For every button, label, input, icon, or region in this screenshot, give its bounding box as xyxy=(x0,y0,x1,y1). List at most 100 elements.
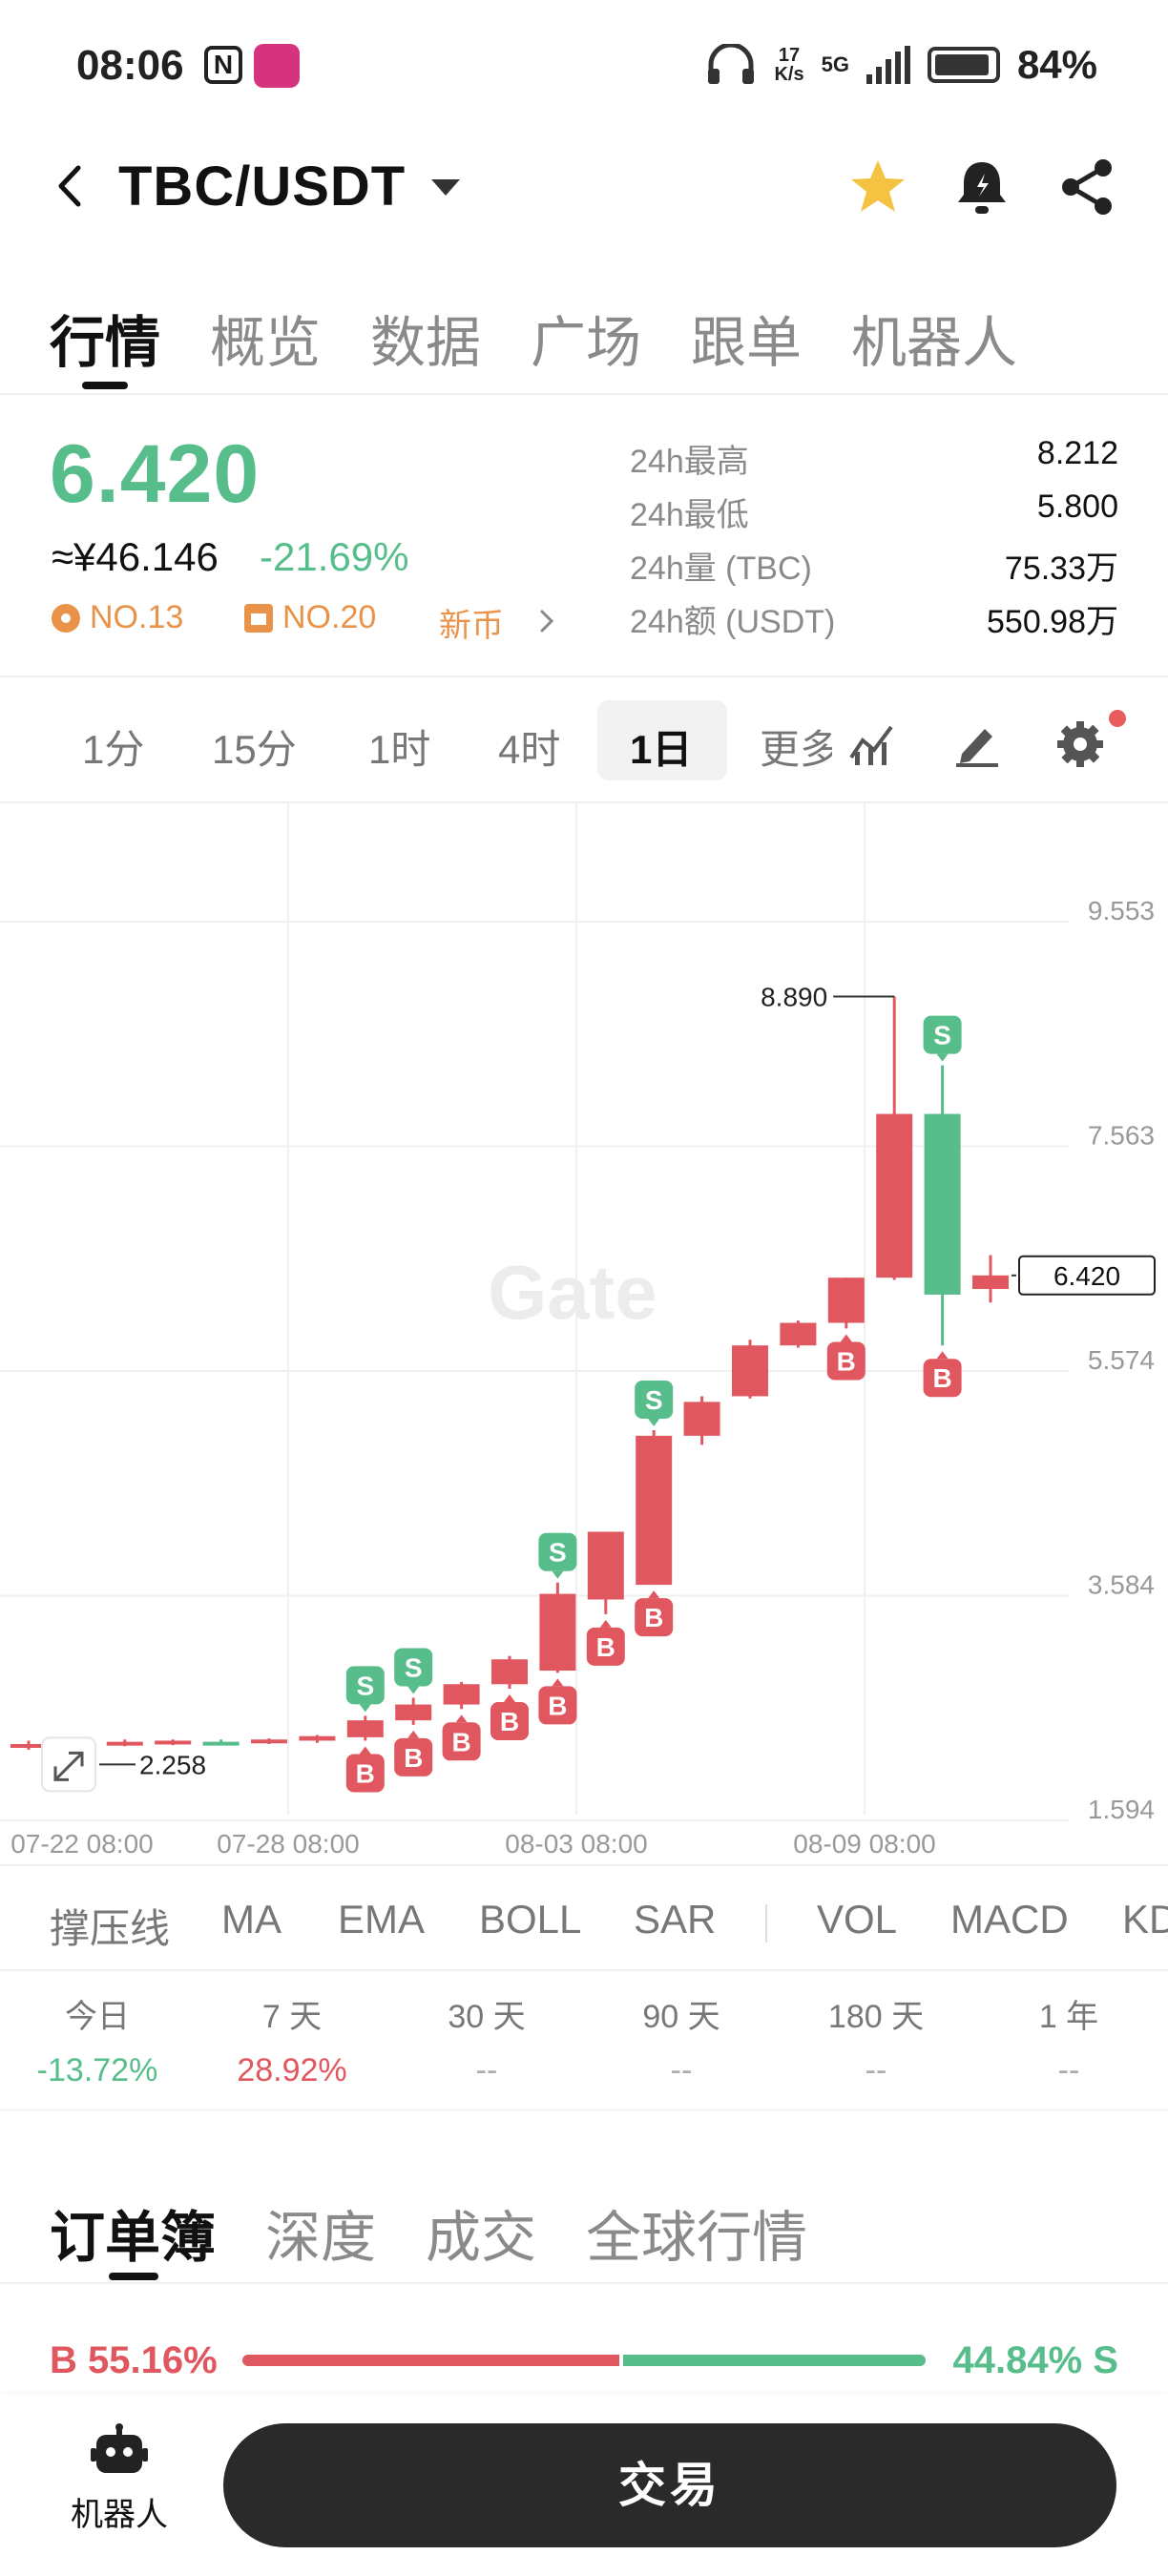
timeframe-15m[interactable]: 15分 xyxy=(212,727,297,772)
sell-marker[interactable]: S xyxy=(635,1380,674,1426)
new-coin-link[interactable]: 新币 xyxy=(439,608,504,644)
marker-box xyxy=(923,1359,962,1398)
candle-body xyxy=(155,1740,192,1745)
buy-marker[interactable]: B xyxy=(635,1590,674,1637)
current-price-box xyxy=(1018,1255,1156,1296)
y-tick-label: 7.563 xyxy=(1088,1121,1155,1151)
perf-30d: 30 天 -- xyxy=(391,1990,582,2089)
candlestick-chart[interactable]: 9.553 7.563 5.574 3.584 1.594 Gate S B S B B B S B B S B… xyxy=(0,803,1168,1864)
robot-icon xyxy=(91,2423,148,2473)
marker-pointer xyxy=(504,1693,515,1702)
tab-trades[interactable]: 成交 xyxy=(426,2207,537,2269)
buy-marker[interactable]: B xyxy=(538,1678,577,1725)
buy-marker[interactable]: B xyxy=(490,1693,529,1740)
status-right: 17 K/s 5G 84% xyxy=(705,42,1097,88)
perf-label: 7 天 xyxy=(261,1999,323,2035)
rank-badge-2[interactable]: NO.20 xyxy=(244,599,376,636)
buy-marker[interactable]: B xyxy=(442,1714,481,1761)
buy-marker[interactable]: B xyxy=(345,1746,385,1793)
candle-body xyxy=(539,1593,576,1672)
perf-1y: 1 年 -- xyxy=(973,1990,1164,2089)
divider xyxy=(0,393,1168,395)
candle-body xyxy=(443,1684,480,1705)
speed-unit: K/s xyxy=(774,64,804,85)
timeframe-4h[interactable]: 4时 xyxy=(498,727,561,772)
timeframe-1d[interactable]: 1日 xyxy=(630,727,693,772)
tab-copy-trading[interactable]: 跟单 xyxy=(691,312,803,374)
tab-bot[interactable]: 机器人 xyxy=(851,312,1018,374)
trade-button[interactable]: 交易 xyxy=(223,2423,1116,2547)
tab-data[interactable]: 数据 xyxy=(370,312,482,374)
perf-value: 28.92% xyxy=(237,2052,347,2088)
buy-sell-ratio-bar xyxy=(242,2355,926,2366)
draw-tool-icon[interactable] xyxy=(952,719,1002,769)
stat-high-label: 24h最高 xyxy=(630,444,749,480)
back-icon[interactable] xyxy=(48,162,95,210)
perf-value: -- xyxy=(1057,2052,1080,2088)
perf-90d: 90 天 -- xyxy=(586,1990,777,2089)
watermark: Gate xyxy=(488,1250,657,1335)
bottom-bar: 机器人 交易 xyxy=(0,2395,1168,2576)
battery-level: 84% xyxy=(1016,42,1097,87)
tab-depth[interactable]: 深度 xyxy=(265,2207,377,2269)
timeframe-1m[interactable]: 1分 xyxy=(82,727,145,772)
chevron-right-icon[interactable] xyxy=(532,607,561,635)
candle-body xyxy=(876,1113,913,1278)
sell-marker[interactable]: S xyxy=(538,1532,577,1579)
pair-title[interactable]: TBC/USDT xyxy=(118,156,407,218)
timeframe-1h[interactable]: 1时 xyxy=(368,727,431,772)
network-type: 5G xyxy=(821,52,849,76)
indicator-ema[interactable]: EMA xyxy=(338,1897,426,1942)
indicator-macd[interactable]: MACD xyxy=(950,1897,1069,1942)
sell-marker[interactable]: S xyxy=(345,1666,385,1713)
robot-button[interactable]: 机器人 xyxy=(57,2423,181,2547)
tab-overview[interactable]: 概览 xyxy=(210,312,322,374)
buy-marker[interactable]: B xyxy=(923,1351,962,1398)
timeframe-active-bg xyxy=(597,700,727,780)
marker-pointer xyxy=(455,1714,468,1723)
candle-body xyxy=(587,1531,624,1600)
marker-box xyxy=(394,1648,433,1687)
stat-low-label: 24h最低 xyxy=(630,497,749,533)
marker-label: B xyxy=(644,1603,663,1632)
marker-pointer xyxy=(407,1686,420,1694)
tab-market[interactable]: 行情 xyxy=(50,312,161,374)
y-tick-label: 5.574 xyxy=(1088,1345,1155,1375)
rank-badge-1[interactable]: NO.13 xyxy=(52,599,183,636)
candle-body xyxy=(491,1659,528,1685)
indicator-ma[interactable]: MA xyxy=(221,1897,282,1942)
indicator-support-resistance[interactable]: 撑压线 xyxy=(50,1906,171,1951)
tab-orderbook[interactable]: 订单簿 xyxy=(50,2207,217,2269)
candle-body xyxy=(636,1435,673,1586)
timeframe-more[interactable]: 更多 xyxy=(760,727,832,772)
indicator-boll[interactable]: BOLL xyxy=(479,1897,582,1942)
sell-marker[interactable]: S xyxy=(923,1015,962,1062)
marker-label: B xyxy=(837,1346,856,1376)
stat-amount-value: 550.98万 xyxy=(987,604,1118,640)
gear-icon[interactable] xyxy=(1055,719,1105,769)
marker-box xyxy=(490,1701,529,1740)
marker-label: B xyxy=(404,1743,423,1773)
candle-body xyxy=(972,1275,1009,1290)
marker-box xyxy=(442,1722,481,1761)
indicator-chart-icon[interactable] xyxy=(847,719,897,769)
indicator-kdj[interactable]: KDJ xyxy=(1122,1897,1168,1942)
chevron-down-icon[interactable] xyxy=(431,179,460,196)
indicator-sar[interactable]: SAR xyxy=(634,1897,717,1942)
tab-global-market[interactable]: 全球行情 xyxy=(586,2207,808,2269)
buy-marker[interactable]: B xyxy=(826,1334,866,1381)
indicator-vol[interactable]: VOL xyxy=(817,1897,898,1942)
active-tab-indicator xyxy=(82,382,128,389)
cny-price: ≈¥46.146 xyxy=(52,534,219,579)
price-alert-bell-icon[interactable] xyxy=(952,156,1012,218)
tab-square[interactable]: 广场 xyxy=(531,312,642,374)
candle-body xyxy=(346,1720,384,1737)
sell-marker[interactable]: S xyxy=(394,1648,433,1694)
buy-marker[interactable]: B xyxy=(586,1619,625,1666)
status-time: 08:06 xyxy=(76,42,184,89)
star-icon[interactable] xyxy=(847,156,908,218)
share-icon[interactable] xyxy=(1057,156,1116,218)
buy-marker[interactable]: B xyxy=(394,1730,433,1776)
perf-7d: 7 天 28.92% xyxy=(197,1990,387,2089)
chart-canvas[interactable]: 9.5537.5635.5743.5841.594GateSBSBBBSBBSB… xyxy=(0,803,1168,1864)
